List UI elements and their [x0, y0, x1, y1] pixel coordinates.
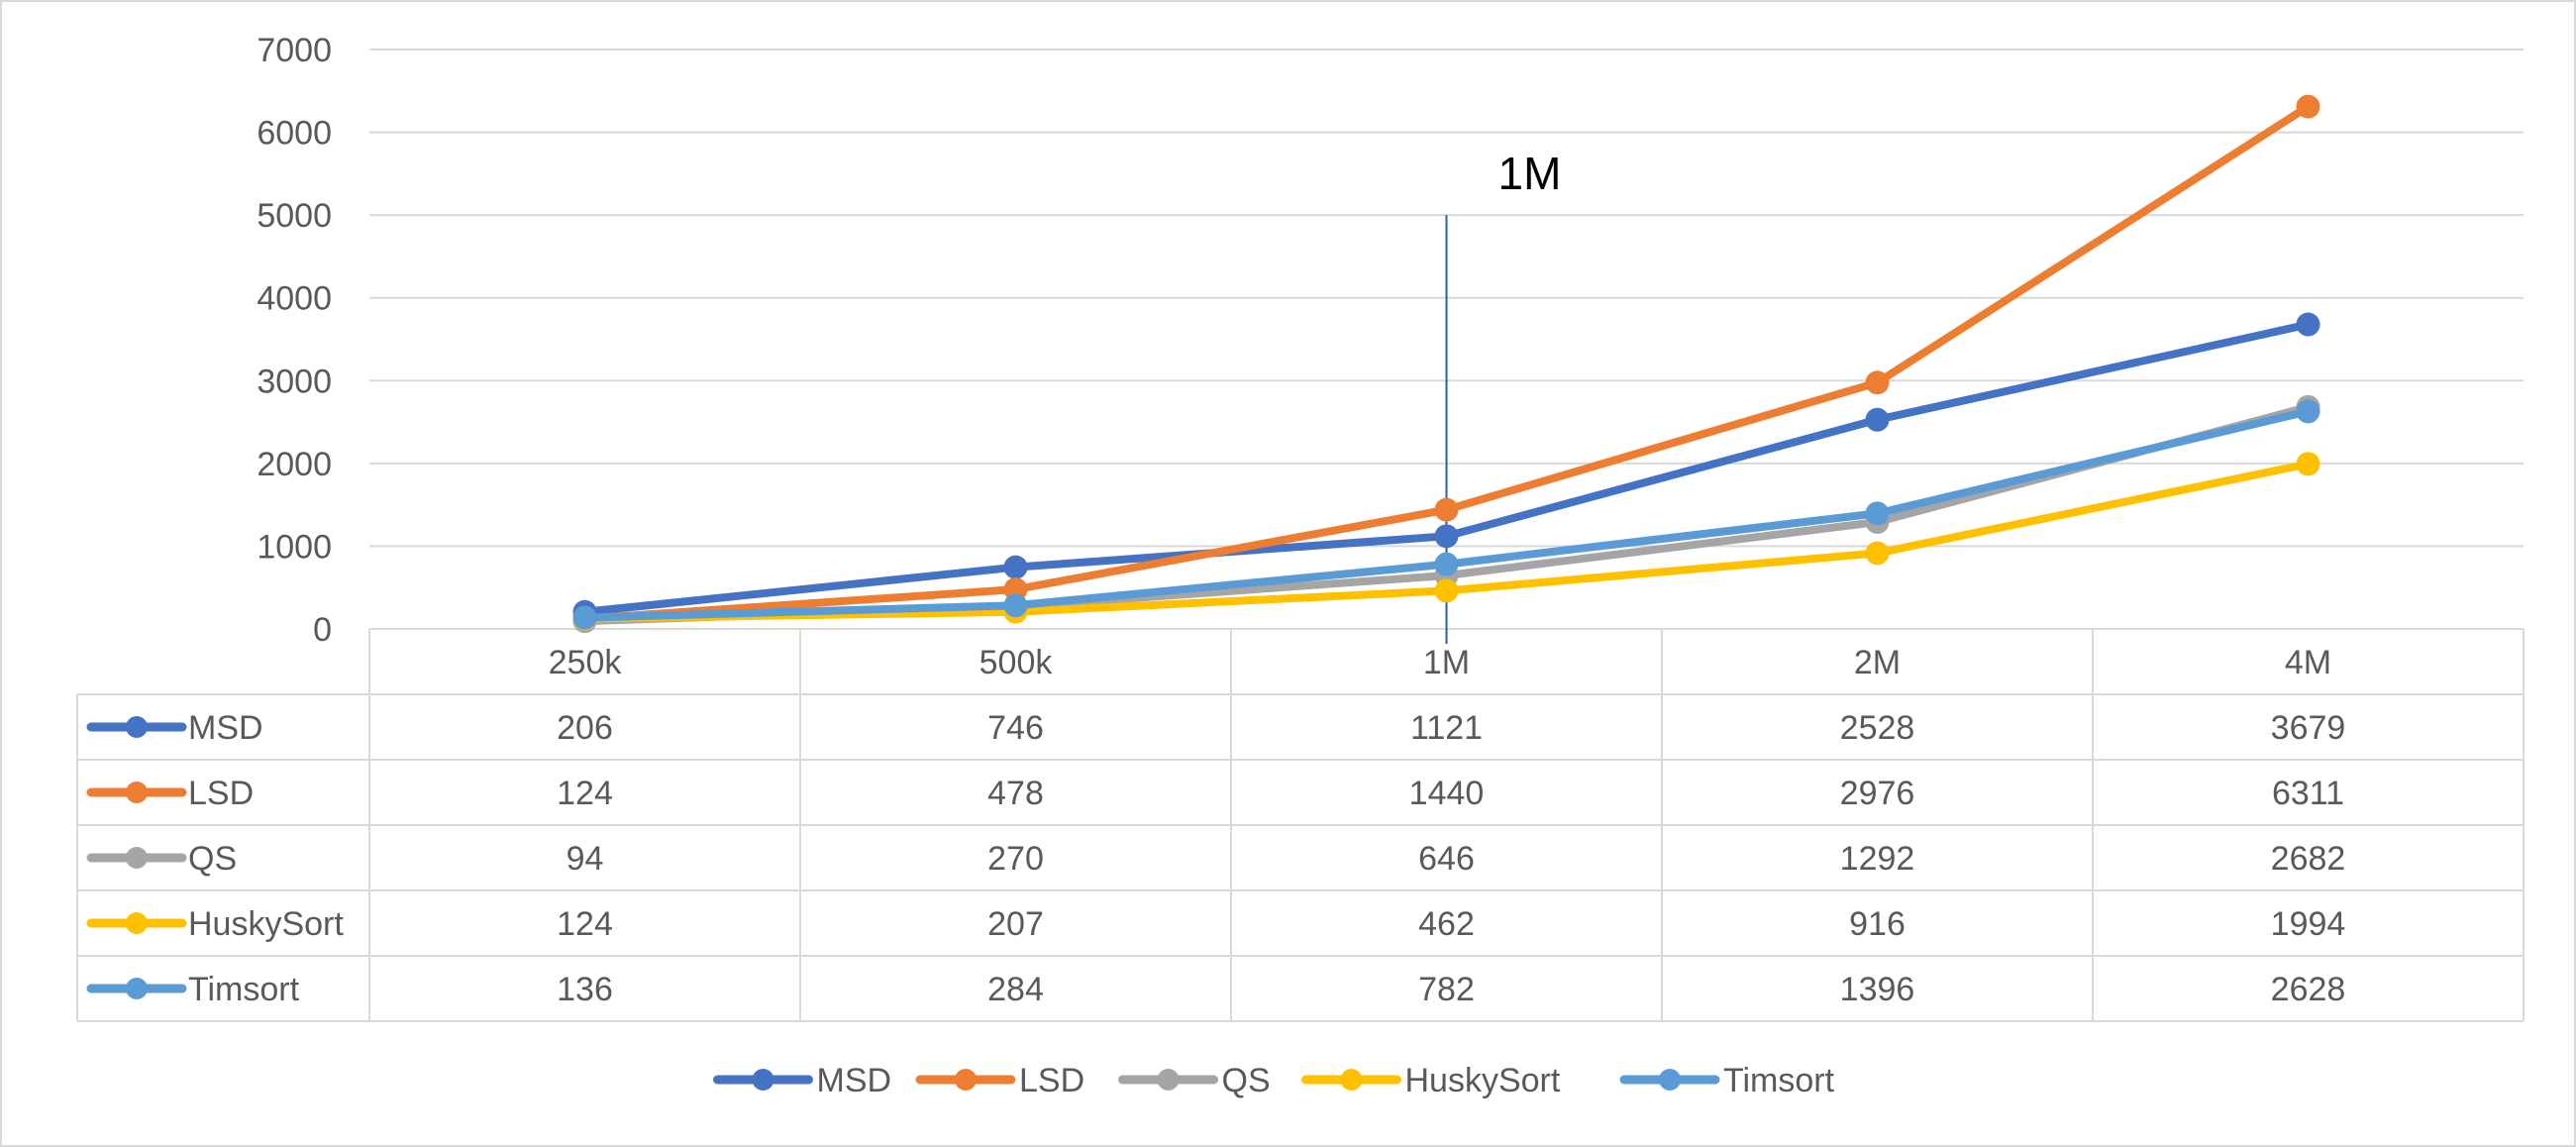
table-cell: 270 [987, 840, 1044, 878]
table-cell: 916 [1849, 905, 1906, 943]
data-point-msd [2296, 312, 2320, 337]
y-tick-label: 6000 [257, 115, 332, 153]
x-tick-label: 2M [1854, 644, 1901, 681]
series-lines [572, 94, 2320, 634]
table-key-marker-huskysort [126, 912, 148, 934]
y-tick-label: 1000 [257, 528, 332, 566]
table-cell: 1994 [2271, 905, 2346, 943]
table-cell: 124 [557, 775, 613, 812]
legend-key-marker-timsort [1659, 1069, 1681, 1091]
table-key-marker-qs [126, 847, 148, 869]
table-cell: 462 [1418, 905, 1475, 943]
data-point-timsort [572, 605, 597, 630]
data-point-huskysort [2296, 452, 2320, 476]
data-point-huskysort [1865, 541, 1890, 566]
legend-key-marker-lsd [955, 1069, 977, 1091]
x-tick-label: 1M [1423, 644, 1470, 681]
legend-label: MSD [817, 1062, 892, 1099]
legend-key-marker-qs [1157, 1069, 1180, 1091]
table-cell: 1292 [1840, 840, 1915, 878]
table-key-marker-msd [126, 716, 148, 738]
table-cell: 94 [567, 840, 604, 878]
data-point-timsort [1434, 552, 1459, 576]
legend: MSD LSD QS HuskySort Timsort [713, 1062, 1835, 1099]
data-point-lsd [1434, 497, 1459, 522]
table-cell: 284 [987, 971, 1044, 1008]
data-point-lsd [1865, 370, 1890, 395]
legend-label: LSD [1019, 1062, 1084, 1099]
table-cell: 207 [987, 905, 1044, 943]
legend-label: HuskySort [1405, 1062, 1561, 1099]
table-series-name: MSD [188, 709, 263, 747]
legend-label: Timsort [1723, 1062, 1835, 1099]
table-cell: 1440 [1409, 775, 1485, 812]
table-cell: 1121 [1410, 709, 1483, 747]
table-cell: 3679 [2271, 709, 2346, 747]
table-cell: 746 [987, 709, 1044, 747]
x-tick-label: 4M [2285, 644, 2331, 681]
table-cell: 136 [557, 971, 613, 1008]
annotation-label: 1M [1498, 148, 1562, 199]
table-cell: 6311 [2272, 775, 2344, 812]
table-cell: 782 [1418, 971, 1475, 1008]
legend-key-marker-huskysort [1340, 1069, 1363, 1091]
data-point-timsort [1003, 593, 1028, 618]
data-point-lsd [2296, 94, 2320, 119]
table-key-marker-lsd [126, 782, 148, 803]
data-point-msd [1003, 555, 1028, 579]
data-point-msd [1865, 407, 1890, 432]
table-cell: 2528 [1840, 709, 1915, 747]
legend-key-marker-msd [752, 1069, 774, 1091]
data-point-msd [1434, 524, 1459, 549]
y-tick-label: 4000 [257, 280, 332, 318]
table-series-name: HuskySort [188, 905, 344, 943]
y-tick-label: 0 [313, 611, 332, 649]
table-series-name: Timsort [188, 971, 300, 1008]
y-tick-label: 2000 [257, 446, 332, 483]
table-cell: 124 [557, 905, 613, 943]
table-cell: 478 [987, 775, 1044, 812]
y-axis-ticks: 0 1000 2000 3000 4000 5000 6000 7000 [257, 32, 332, 649]
data-point-timsort [2296, 399, 2320, 424]
table-cell: 206 [557, 709, 613, 747]
table-cell: 646 [1418, 840, 1475, 878]
table-cell: 1396 [1840, 971, 1915, 1008]
table-key-marker-timsort [126, 978, 148, 999]
table-cell: 2682 [2271, 840, 2346, 878]
data-point-timsort [1865, 501, 1890, 526]
table-series-name: LSD [188, 775, 254, 812]
table-cell: 2976 [1840, 775, 1915, 812]
y-tick-label: 3000 [257, 363, 332, 400]
table-series-name: QS [188, 840, 237, 878]
data-point-huskysort [1434, 578, 1459, 603]
y-tick-label: 5000 [257, 197, 332, 235]
x-tick-label: 250k [549, 644, 623, 681]
data-table: 250k 500k 1M 2M 4M MSD 206 746 1121 2528 3679 LSD 12… [76, 628, 2524, 1022]
table-cell: 2628 [2271, 971, 2346, 1008]
legend-label: QS [1222, 1062, 1271, 1099]
y-tick-label: 7000 [257, 32, 332, 69]
x-tick-label: 500k [979, 644, 1054, 681]
